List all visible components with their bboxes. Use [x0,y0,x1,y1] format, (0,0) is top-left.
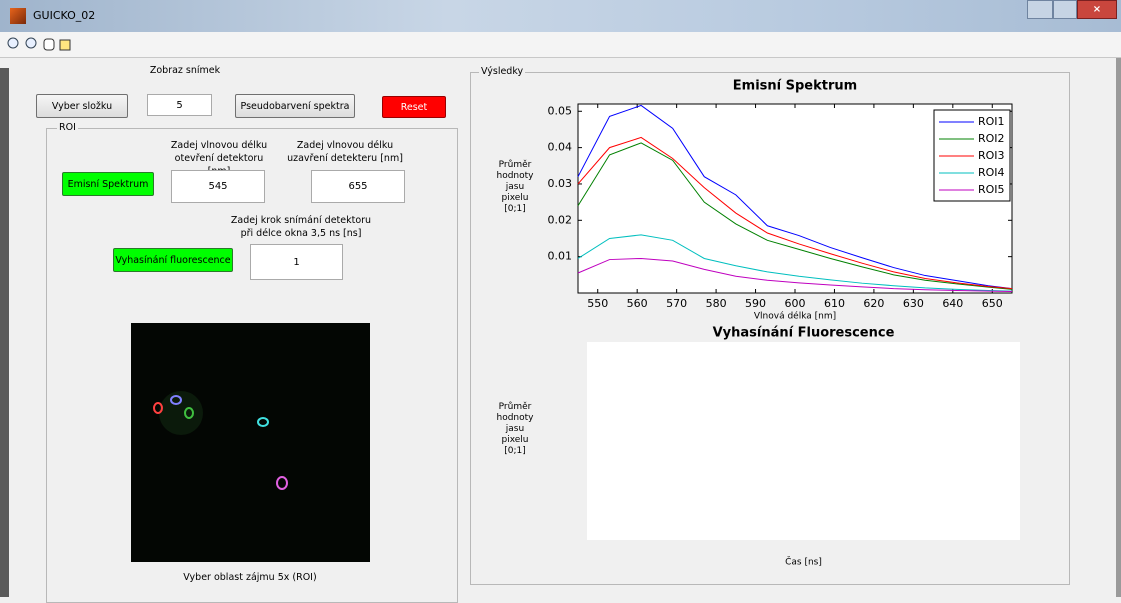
y-axis-label: Průměr hodnoty jasu pixelu [0;1] [493,402,537,457]
legend-label: ROI3 [978,149,1005,162]
x-tick-label: 610 [824,297,845,310]
x-tick-label: 620 [863,297,884,310]
x-tick-label: 600 [785,297,806,310]
x-tick-label: 550 [587,297,608,310]
x-tick-label: 650 [982,297,1003,310]
x-axis-label: Vlnová délka [nm] [754,311,836,322]
legend-label: ROI2 [978,132,1005,145]
y-tick-label: 0.04 [548,141,573,154]
plot-area [587,342,1020,540]
x-tick-label: 640 [942,297,963,310]
chart-title: Vyhasínání Fluorescence [713,326,895,341]
legend-label: ROI4 [978,166,1005,179]
x-tick-label: 570 [666,297,687,310]
y-axis-label: Průměr hodnoty jasu pixelu [0;1] [493,160,537,215]
y-tick-label: 0.01 [548,250,573,263]
y-tick-label: 0.02 [548,213,573,226]
app-window: GUICKO_02 × Zobraz snímek Vyber složku 5… [0,0,1121,597]
chart-title: Emisní Spektrum [733,79,857,94]
charts: Emisní Spektrum Vlnová délka [nm] 550 560 57… [0,0,1121,597]
x-tick-label: 580 [706,297,727,310]
y-tick-label: 0.03 [548,177,573,190]
x-axis-label: Čas [ns] [785,556,822,568]
x-tick-label: 560 [627,297,648,310]
legend-label: ROI5 [978,183,1005,196]
y-tick-label: 0.05 [548,104,573,117]
legend-label: ROI1 [978,115,1005,128]
x-tick-label: 590 [745,297,766,310]
x-tick-label: 630 [903,297,924,310]
